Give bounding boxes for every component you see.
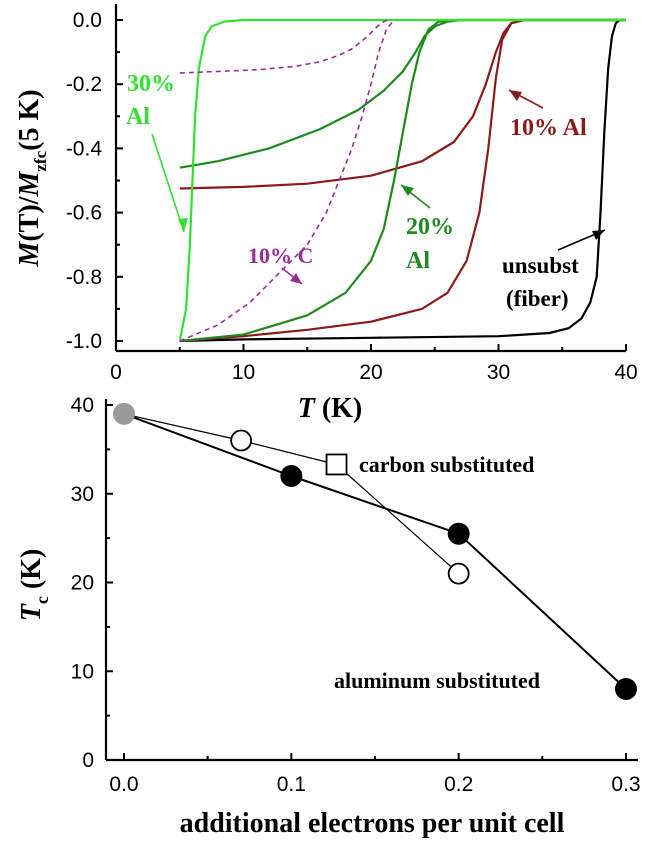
arrow-10pct-al-head (509, 90, 522, 101)
curve-unsubst-0 (179, 18, 626, 343)
top-xaxis-label: T (K) (298, 393, 363, 424)
marker-aluminum (615, 678, 637, 700)
curve-al20-4 (179, 18, 626, 169)
bottom-xaxis-label: additional electrons per unit cell (180, 808, 565, 839)
arrow-unsubst-head (592, 230, 605, 240)
bottom-ytick-label: 20 (71, 572, 94, 595)
marker-carbon-square (325, 453, 348, 476)
label-aluminum-substituted: aluminum substituted (334, 668, 540, 693)
bottom-ytick-label: 30 (71, 483, 94, 506)
marker-carbon-circle (230, 429, 253, 452)
arrow-30pct-al (151, 133, 185, 233)
curve-c10-6 (179, 19, 395, 342)
bottom-ytick-label: 0 (82, 749, 94, 772)
top-xtick-label: 40 (614, 361, 637, 384)
arrow-20pct-al-head (401, 185, 414, 196)
top-xtick-label: 20 (359, 361, 382, 384)
top-ytick-label: -1.0 (66, 330, 102, 353)
label-unsubst-line1: unsubst (502, 253, 579, 278)
marker-carbon-circle (447, 562, 470, 585)
bottom-yaxis-label: Tc (K) (16, 549, 52, 622)
label-30pct-al-line2: Al (126, 104, 150, 130)
bottom-ytick-label: 40 (71, 394, 94, 417)
top-xtick-label: 0 (110, 361, 122, 384)
label-30pct-al-line1: 30% (127, 71, 175, 97)
top-curves (178, 18, 626, 343)
label-20pct-al-line1: 20% (406, 214, 454, 240)
top-ytick-label: -0.4 (66, 137, 103, 160)
top-ytick-label: -0.6 (66, 202, 102, 225)
arrow-30pct-al-head (178, 218, 188, 232)
curve-al30-5 (178, 18, 626, 342)
arrow-10pct-c-head (290, 273, 302, 284)
bottom-panel: 0.0 0.1 0.2 0.3 0 10 20 30 40 carbon substituted… (16, 394, 641, 839)
top-xtick-label: 10 (232, 361, 255, 384)
label-20pct-al-line2: Al (406, 248, 430, 274)
connector-al-line (123, 412, 627, 690)
bottom-markers (113, 402, 637, 700)
bottom-xtick-label: 0.3 (611, 773, 640, 796)
bottom-xtick-label: 0.0 (109, 773, 138, 796)
bottom-xtick-label: 0.2 (444, 773, 473, 796)
label-10pct-c: 10% C (248, 243, 313, 268)
marker-aluminum (280, 465, 303, 487)
label-10pct-al: 10% Al (510, 115, 587, 141)
bottom-xtick-label: 0.1 (277, 773, 306, 796)
label-carbon-substituted: carbon substituted (359, 452, 534, 477)
bottom-ytick-label: 10 (71, 660, 94, 683)
bottom-axes: 0.0 0.1 0.2 0.3 0 10 20 30 40 (71, 394, 641, 796)
label-unsubst-line2: (fiber) (506, 286, 569, 311)
top-ytick-label: 0.0 (73, 9, 102, 32)
marker-aluminum (447, 522, 470, 545)
top-axes: 0 10 20 30 40 0.0 -0.2 -0.4 -0.6 -0.8 -1.0 (66, 4, 638, 384)
top-ytick-label: -0.8 (66, 266, 102, 289)
connector-c-line2 (336, 464, 460, 575)
top-xtick-label: 30 (487, 361, 510, 384)
marker-reference (113, 402, 135, 425)
curve-al20-3 (179, 18, 626, 343)
curve-al10-2 (179, 18, 626, 190)
top-panel: 0 10 20 30 400.0-0.2-0.4-0.6-0.8-1.0 30% Al … (14, 4, 638, 424)
curve-c10-7 (179, 19, 388, 74)
top-yaxis-label: M(T)/Mzfc(5 K) (14, 89, 50, 267)
top-ytick-label: -0.2 (66, 73, 102, 96)
